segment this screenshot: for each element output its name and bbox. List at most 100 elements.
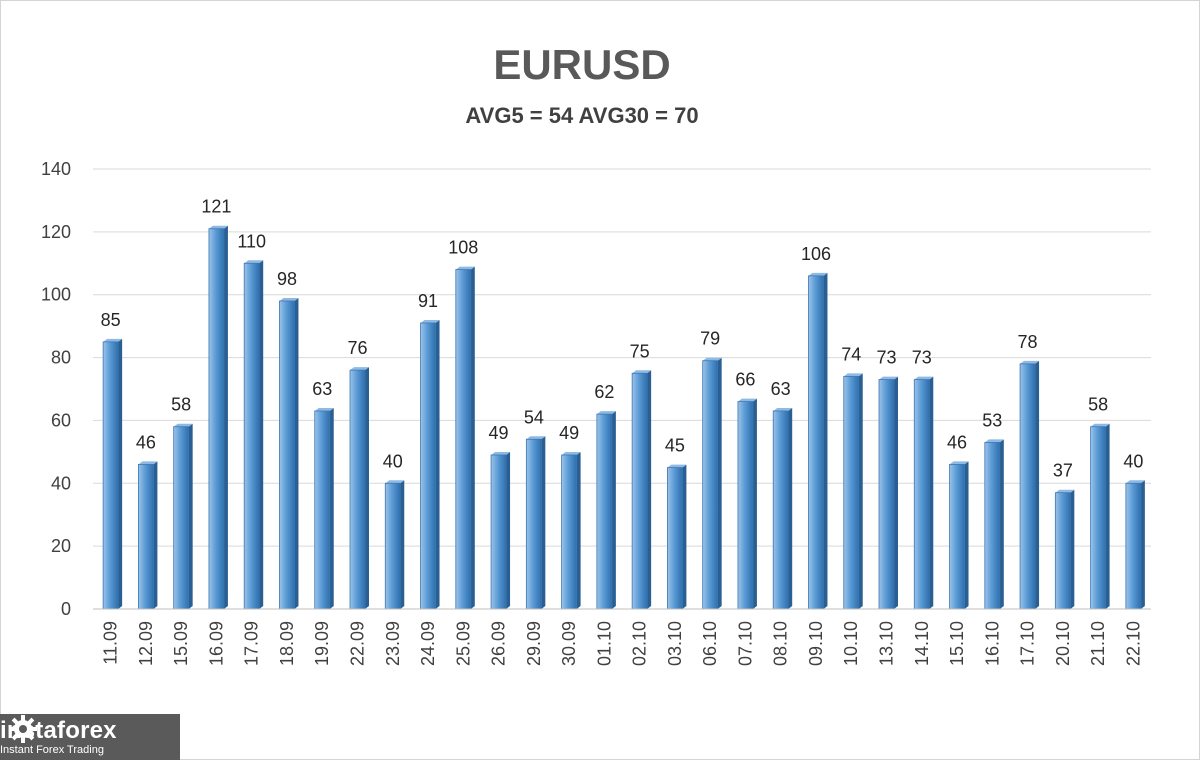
bar-top bbox=[1125, 480, 1145, 484]
bar bbox=[420, 322, 436, 610]
y-tick-label: 80 bbox=[51, 348, 71, 368]
data-label: 46 bbox=[136, 432, 156, 452]
bar-top bbox=[667, 464, 687, 468]
bar-side bbox=[223, 225, 228, 609]
bar-side bbox=[1035, 360, 1040, 609]
bar-side bbox=[576, 452, 581, 609]
data-label: 49 bbox=[559, 423, 579, 443]
x-tick-label: 17.09 bbox=[242, 621, 262, 666]
bar bbox=[208, 228, 225, 610]
bar-group: 45 bbox=[665, 436, 687, 610]
data-label: 106 bbox=[801, 244, 831, 264]
bar-group: 74 bbox=[841, 344, 863, 610]
bar-side bbox=[541, 436, 546, 609]
data-label: 49 bbox=[489, 423, 509, 443]
x-tick-label: 29.09 bbox=[524, 621, 544, 666]
bar-top bbox=[984, 439, 1004, 443]
bar-top bbox=[314, 408, 334, 411]
bar-group: 46 bbox=[947, 432, 969, 610]
bar-group: 66 bbox=[735, 370, 757, 610]
bar bbox=[490, 454, 507, 610]
bar-side bbox=[647, 370, 652, 609]
data-label: 73 bbox=[912, 348, 932, 368]
x-tick-label: 06.10 bbox=[700, 621, 720, 666]
bar-side bbox=[717, 357, 722, 609]
data-label: 37 bbox=[1053, 461, 1073, 481]
bar-group: 49 bbox=[489, 423, 511, 610]
bar bbox=[349, 369, 366, 610]
data-label: 75 bbox=[630, 341, 650, 361]
gear-icon bbox=[9, 715, 37, 743]
x-tick-label: 01.10 bbox=[594, 621, 614, 666]
gridlines bbox=[93, 168, 1151, 610]
bar-side bbox=[788, 408, 793, 609]
bar-top bbox=[103, 338, 123, 342]
data-label: 54 bbox=[524, 407, 544, 427]
bar-top bbox=[1020, 360, 1040, 364]
bar-side bbox=[682, 464, 687, 609]
bar bbox=[667, 467, 683, 610]
bar bbox=[737, 401, 754, 610]
y-tick-label: 140 bbox=[41, 159, 71, 179]
bar-side bbox=[999, 439, 1004, 609]
bar-side bbox=[929, 376, 934, 609]
bar-side bbox=[752, 398, 757, 609]
bar bbox=[314, 410, 331, 610]
x-axis: 11.09 12.09 15.09 16.09 17.09 18.09 19.09 22.09… bbox=[93, 608, 1151, 666]
data-label: 78 bbox=[1018, 332, 1038, 352]
bar-top bbox=[244, 260, 264, 264]
bar-side bbox=[470, 266, 475, 609]
bar bbox=[1054, 492, 1071, 610]
data-label: 108 bbox=[448, 238, 478, 258]
chart-title: EURUSD bbox=[493, 41, 670, 88]
bar-group: 73 bbox=[876, 348, 898, 610]
bar bbox=[102, 341, 119, 610]
x-tick-label: 15.10 bbox=[947, 621, 967, 666]
data-label: 58 bbox=[1088, 395, 1108, 415]
bar bbox=[702, 360, 719, 610]
bar bbox=[878, 379, 895, 610]
x-tick-label: 03.10 bbox=[665, 621, 685, 666]
bar-group: 106 bbox=[801, 244, 831, 610]
bar-side bbox=[894, 376, 898, 609]
x-tick-label: 11.09 bbox=[101, 621, 121, 665]
x-tick-label: 19.09 bbox=[312, 621, 332, 666]
x-tick-label: 16.09 bbox=[206, 621, 226, 666]
bar-side bbox=[858, 373, 863, 609]
bar bbox=[561, 454, 577, 610]
bar-side bbox=[435, 320, 440, 609]
bar-top bbox=[491, 452, 511, 455]
bar-group: 76 bbox=[347, 338, 369, 610]
bar-group: 91 bbox=[418, 291, 440, 610]
data-label: 40 bbox=[1123, 451, 1143, 471]
bar-top bbox=[385, 480, 405, 484]
bar bbox=[984, 442, 1001, 610]
bars: 85 46 58 121 110 98 63 76 40 91 108 49 54 49 62 75 45 79 6… bbox=[101, 197, 1145, 610]
bar bbox=[279, 300, 295, 610]
x-tick-label: 30.09 bbox=[559, 621, 579, 666]
bar-group: 98 bbox=[277, 269, 299, 610]
bar bbox=[384, 482, 401, 610]
bar bbox=[843, 376, 860, 610]
y-tick-label: 0 bbox=[61, 599, 71, 619]
bar-side bbox=[259, 260, 264, 609]
x-tick-label: 18.09 bbox=[277, 621, 297, 666]
bar-side bbox=[1140, 480, 1145, 609]
bar-group: 54 bbox=[524, 407, 546, 610]
bar-top bbox=[808, 272, 828, 276]
bar bbox=[243, 262, 260, 610]
bar-top bbox=[279, 298, 299, 301]
bar bbox=[525, 438, 542, 610]
x-tick-label: 23.09 bbox=[383, 621, 403, 666]
bar bbox=[455, 269, 472, 610]
bar bbox=[596, 413, 613, 610]
bar-top bbox=[702, 357, 722, 361]
bar bbox=[772, 410, 789, 610]
bar-top bbox=[173, 423, 193, 427]
bar bbox=[173, 426, 190, 610]
bar-top bbox=[843, 373, 863, 377]
bar-group: 53 bbox=[982, 410, 1004, 610]
x-tick-label: 26.09 bbox=[489, 621, 509, 666]
bar-group: 63 bbox=[771, 379, 793, 610]
bar-side bbox=[611, 411, 616, 609]
